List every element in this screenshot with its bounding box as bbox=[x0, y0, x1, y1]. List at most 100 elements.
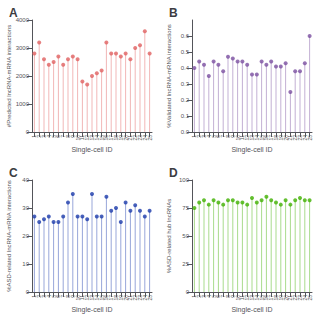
svg-text:2000: 2000 bbox=[16, 73, 30, 79]
svg-text:40: 40 bbox=[22, 177, 29, 183]
svg-text:12: 12 bbox=[84, 295, 91, 301]
svg-text:0: 0 bbox=[26, 289, 30, 295]
svg-text:17: 17 bbox=[268, 295, 275, 301]
svg-text:C: C bbox=[9, 166, 18, 180]
svg-text:25: 25 bbox=[182, 261, 189, 267]
svg-text:12: 12 bbox=[84, 135, 91, 141]
svg-text:24: 24 bbox=[301, 295, 308, 301]
svg-text:13: 13 bbox=[89, 295, 95, 301]
svg-text:1: 1 bbox=[31, 135, 38, 138]
svg-text:30: 30 bbox=[22, 205, 29, 211]
svg-text:16: 16 bbox=[263, 135, 270, 141]
svg-text:11: 11 bbox=[239, 295, 246, 301]
svg-text:21: 21 bbox=[287, 135, 294, 141]
svg-text:Single-cell ID: Single-cell ID bbox=[71, 146, 112, 154]
svg-text:18: 18 bbox=[273, 135, 279, 141]
svg-text:23: 23 bbox=[137, 295, 143, 301]
svg-text:19: 19 bbox=[117, 295, 124, 301]
svg-text:%ASD-related hub lncRNAs: %ASD-related hub lncRNAs bbox=[166, 199, 172, 274]
svg-text:11: 11 bbox=[239, 135, 246, 141]
svg-text:22: 22 bbox=[292, 135, 299, 141]
svg-text:18: 18 bbox=[113, 135, 119, 141]
svg-text:25: 25 bbox=[307, 295, 313, 301]
svg-text:75: 75 bbox=[182, 205, 189, 211]
svg-text:0.0: 0.0 bbox=[181, 129, 190, 135]
svg-text:17: 17 bbox=[268, 135, 275, 141]
svg-text:13: 13 bbox=[249, 295, 255, 301]
svg-text:12: 12 bbox=[244, 135, 251, 141]
svg-text:Single-cell ID: Single-cell ID bbox=[71, 306, 112, 314]
svg-text:%ASD-related lncRNA-mRNA inter: %ASD-related lncRNA-mRNA interactions bbox=[6, 180, 12, 292]
svg-text:10: 10 bbox=[22, 261, 29, 267]
svg-text:Single-cell ID: Single-cell ID bbox=[231, 146, 272, 154]
svg-text:20: 20 bbox=[122, 135, 129, 141]
svg-text:50: 50 bbox=[182, 233, 189, 239]
svg-text:10: 10 bbox=[74, 135, 81, 141]
svg-text:10: 10 bbox=[234, 295, 241, 301]
svg-text:0: 0 bbox=[186, 289, 190, 295]
svg-text:23: 23 bbox=[137, 135, 143, 141]
svg-text:%Validated lncRNA-mRNA interac: %Validated lncRNA-mRNA interactions bbox=[166, 24, 172, 128]
svg-text:23: 23 bbox=[297, 295, 303, 301]
svg-text:15: 15 bbox=[258, 295, 265, 301]
svg-text:25: 25 bbox=[307, 135, 313, 141]
svg-text:24: 24 bbox=[141, 135, 148, 141]
svg-text:20: 20 bbox=[122, 295, 129, 301]
svg-text:25: 25 bbox=[147, 135, 153, 141]
svg-text:Single-cell ID: Single-cell ID bbox=[231, 306, 272, 314]
svg-text:14: 14 bbox=[93, 295, 100, 301]
svg-text:21: 21 bbox=[127, 295, 134, 301]
svg-text:A: A bbox=[9, 6, 18, 20]
svg-text:25: 25 bbox=[147, 295, 153, 301]
svg-text:13: 13 bbox=[89, 135, 95, 141]
svg-text:0.1: 0.1 bbox=[181, 113, 190, 119]
svg-text:0.6: 0.6 bbox=[181, 33, 190, 39]
svg-text:14: 14 bbox=[253, 295, 260, 301]
svg-text:14: 14 bbox=[253, 135, 260, 141]
svg-text:0.4: 0.4 bbox=[181, 65, 190, 71]
svg-text:D: D bbox=[169, 166, 178, 180]
svg-text:0: 0 bbox=[26, 129, 30, 135]
svg-text:21: 21 bbox=[127, 135, 134, 141]
svg-text:16: 16 bbox=[103, 295, 110, 301]
svg-text:4000: 4000 bbox=[16, 17, 30, 23]
svg-text:10: 10 bbox=[74, 295, 81, 301]
svg-text:22: 22 bbox=[132, 135, 139, 141]
svg-text:23: 23 bbox=[297, 135, 303, 141]
svg-text:13: 13 bbox=[249, 135, 255, 141]
svg-text:0.2: 0.2 bbox=[181, 97, 190, 103]
svg-text:19: 19 bbox=[117, 135, 124, 141]
svg-text:10: 10 bbox=[234, 135, 241, 141]
svg-text:100: 100 bbox=[179, 177, 190, 183]
svg-text:12: 12 bbox=[244, 295, 251, 301]
svg-text:15: 15 bbox=[258, 135, 265, 141]
svg-text:16: 16 bbox=[263, 295, 270, 301]
svg-text:18: 18 bbox=[113, 295, 119, 301]
svg-text:22: 22 bbox=[292, 295, 299, 301]
svg-text:15: 15 bbox=[98, 135, 105, 141]
svg-text:3000: 3000 bbox=[16, 45, 30, 51]
svg-text:11: 11 bbox=[79, 295, 86, 301]
svg-text:B: B bbox=[169, 6, 178, 20]
svg-text:20: 20 bbox=[22, 233, 29, 239]
svg-text:15: 15 bbox=[98, 295, 105, 301]
svg-text:24: 24 bbox=[141, 295, 148, 301]
svg-text:19: 19 bbox=[277, 135, 284, 141]
svg-text:20: 20 bbox=[282, 135, 289, 141]
svg-text:21: 21 bbox=[287, 295, 294, 301]
svg-text:17: 17 bbox=[108, 135, 115, 141]
svg-text:0.3: 0.3 bbox=[181, 81, 190, 87]
svg-text:19: 19 bbox=[277, 295, 284, 301]
svg-text:14: 14 bbox=[93, 135, 100, 141]
svg-text:#Predicted lncRNA-mRNA interac: #Predicted lncRNA-mRNA interactions bbox=[6, 25, 12, 127]
svg-text:20: 20 bbox=[282, 295, 289, 301]
svg-text:16: 16 bbox=[103, 135, 110, 141]
svg-text:0.5: 0.5 bbox=[181, 49, 190, 55]
svg-text:18: 18 bbox=[273, 295, 279, 301]
svg-text:24: 24 bbox=[301, 135, 308, 141]
svg-text:2: 2 bbox=[36, 135, 43, 138]
svg-text:22: 22 bbox=[132, 295, 139, 301]
svg-text:17: 17 bbox=[108, 295, 115, 301]
svg-text:1000: 1000 bbox=[16, 101, 30, 107]
svg-text:11: 11 bbox=[79, 135, 86, 141]
